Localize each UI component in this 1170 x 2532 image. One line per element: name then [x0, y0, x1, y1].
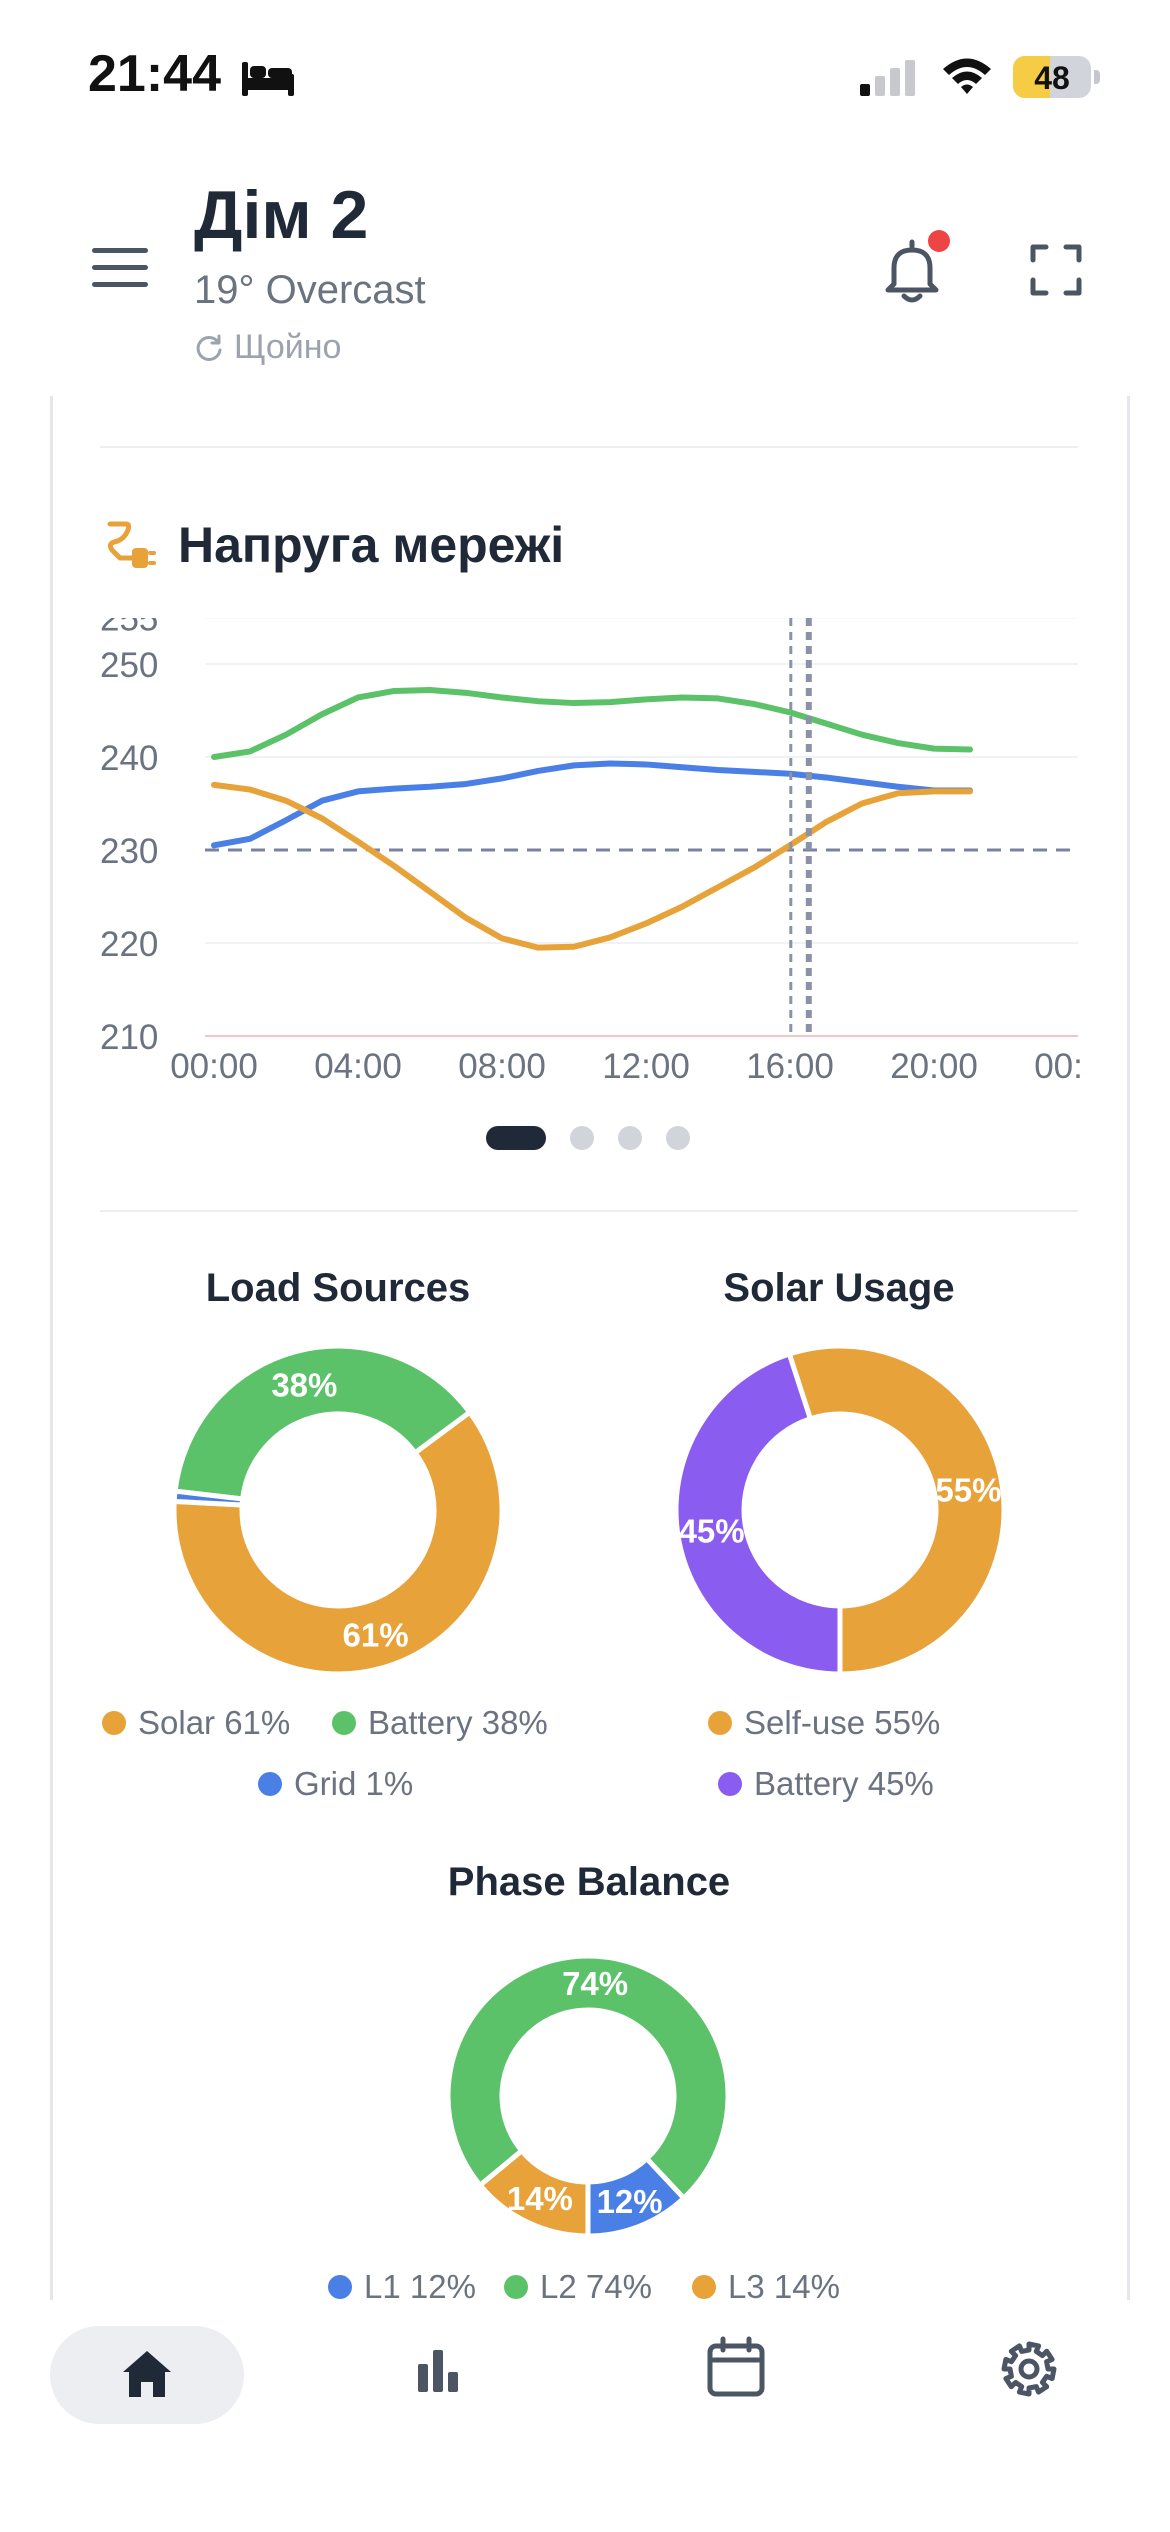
battery-level: 48	[1034, 60, 1070, 96]
legend-item-l3: L3 14%	[692, 2268, 840, 2306]
legend-label: Self-use 55%	[744, 1704, 941, 1741]
line-chart-plot: 210 220 230 240 250 255 00:00 04:00 08:00 12:00 16…	[100, 600, 1122, 1086]
legend-label: L3 14%	[728, 2268, 840, 2305]
legend-swatch	[102, 1711, 126, 1735]
chart-pager[interactable]	[0, 1122, 1170, 1152]
x-tick-label: 12:00	[602, 1047, 690, 1086]
legend-label: L2 74%	[540, 2268, 652, 2305]
legend-swatch	[258, 1772, 282, 1796]
x-tick-label: 04:00	[314, 1047, 402, 1086]
donut-1: 61% 38%	[171, 1343, 505, 1677]
legend-item-l1: L1 12%	[328, 2268, 476, 2306]
donut-3: 12% 74% 14%	[445, 1953, 731, 2239]
slice-label: 55%	[935, 1472, 1001, 1509]
donut-charts: 61% 38% 55% 45% 12% 74% 14%	[171, 1343, 1007, 2239]
updated-status: Щойно	[194, 328, 341, 367]
solar-usage-title: Solar Usage	[723, 1266, 955, 1310]
bed-icon	[242, 62, 294, 96]
donut-slice	[445, 1953, 731, 2202]
updated-label: Щойно	[234, 328, 342, 366]
pager-dot[interactable]	[618, 1126, 642, 1150]
legend-label: Solar 61%	[138, 1704, 291, 1741]
x-tick-label: 16:00	[746, 1047, 834, 1086]
series-line-2	[211, 781, 973, 951]
pager-dot[interactable]	[486, 1126, 546, 1150]
dashboard-card	[50, 396, 1130, 2302]
weather-text: 19° Overcast	[194, 268, 426, 312]
donut-slice	[171, 1488, 246, 1508]
calendar-icon[interactable]	[706, 2336, 766, 2398]
legend-item-l2: L2 74%	[504, 2268, 652, 2306]
fullscreen-icon[interactable]	[1030, 244, 1082, 296]
legend-item-grid: Grid 1%	[258, 1765, 413, 1803]
battery-icon: 48	[1013, 56, 1091, 98]
pager-dot[interactable]	[570, 1126, 594, 1150]
legend-swatch	[692, 2275, 716, 2299]
slice-label: 12%	[597, 2183, 663, 2220]
battery-level-fill	[1013, 56, 1051, 98]
donut-slice	[673, 1350, 843, 1677]
load-sources-title: Load Sources	[205, 1266, 471, 1310]
donut-slice	[171, 1408, 505, 1677]
legend-swatch	[708, 1711, 732, 1735]
y-tick-label: 240	[100, 739, 158, 778]
plug-icon	[107, 521, 156, 568]
legend-label: L1 12%	[364, 2268, 476, 2305]
y-tick-label: 250	[100, 646, 158, 685]
series-line-1	[211, 760, 973, 849]
x-tick-label: 00:00	[1034, 1047, 1122, 1086]
phase-balance-title: Phase Balance	[447, 1860, 731, 1904]
legend-swatch	[504, 2275, 528, 2299]
bar-chart-icon[interactable]	[414, 2346, 462, 2394]
y-tick-label: 230	[100, 832, 158, 871]
status-time: 21:44	[88, 45, 221, 103]
nav-home[interactable]	[50, 2326, 244, 2424]
notifications-button[interactable]	[880, 230, 952, 308]
gear-icon[interactable]	[1000, 2340, 1058, 2398]
cellular-signal-icon	[860, 60, 915, 96]
x-tick-label: 00:00	[170, 1047, 258, 1086]
home-icon	[123, 2351, 171, 2397]
notification-dot	[928, 230, 950, 252]
series-line-0	[211, 687, 973, 760]
y-tick-label: 255	[100, 600, 158, 639]
bell-icon	[885, 239, 939, 303]
pager-dot[interactable]	[666, 1126, 690, 1150]
slice-label: 74%	[562, 1965, 628, 2002]
slice-label: 45%	[679, 1512, 745, 1549]
middle-divider	[100, 1210, 1078, 1212]
legend-label: Battery 38%	[368, 1704, 548, 1741]
slice-label: 61%	[343, 1616, 409, 1653]
donut-slice	[786, 1343, 1007, 1677]
x-tick-label: 08:00	[458, 1047, 546, 1086]
y-tick-label: 220	[100, 925, 158, 964]
voltage-chart-title: Напруга мережі	[178, 517, 565, 573]
top-divider	[100, 446, 1078, 448]
status-bar: 21:44 48	[0, 0, 1170, 150]
menu-icon[interactable]	[90, 246, 150, 290]
refresh-icon	[196, 334, 222, 361]
slice-label: 38%	[271, 1366, 337, 1403]
legend-item-self-use: Self-use 55%	[708, 1704, 940, 1742]
legend-swatch	[328, 2275, 352, 2299]
legend-item-solar: Solar 61%	[102, 1704, 290, 1742]
legend-label: Grid 1%	[294, 1765, 414, 1802]
wifi-icon	[943, 58, 991, 94]
legend-swatch	[332, 1711, 356, 1735]
legend-item-battery-solar: Battery 45%	[718, 1765, 934, 1803]
bottom-nav	[0, 2300, 1170, 2532]
battery-cap	[1094, 70, 1100, 84]
voltage-line-chart[interactable]: 210 220 230 240 250 255 00:00 04:00 08:00 12:00 16…	[0, 0, 1170, 1110]
slice-label: 14%	[507, 2180, 573, 2217]
y-tick-label: 210	[100, 1018, 158, 1057]
legend-item-battery: Battery 38%	[332, 1704, 548, 1742]
legend-swatch	[718, 1772, 742, 1796]
donut-2: 55% 45%	[673, 1343, 1007, 1677]
page-title: Дім 2	[194, 177, 369, 253]
donut-slice	[476, 2147, 591, 2239]
legend-label: Battery 45%	[754, 1765, 934, 1802]
donut-slice	[172, 1343, 474, 1502]
x-tick-label: 20:00	[890, 1047, 978, 1086]
